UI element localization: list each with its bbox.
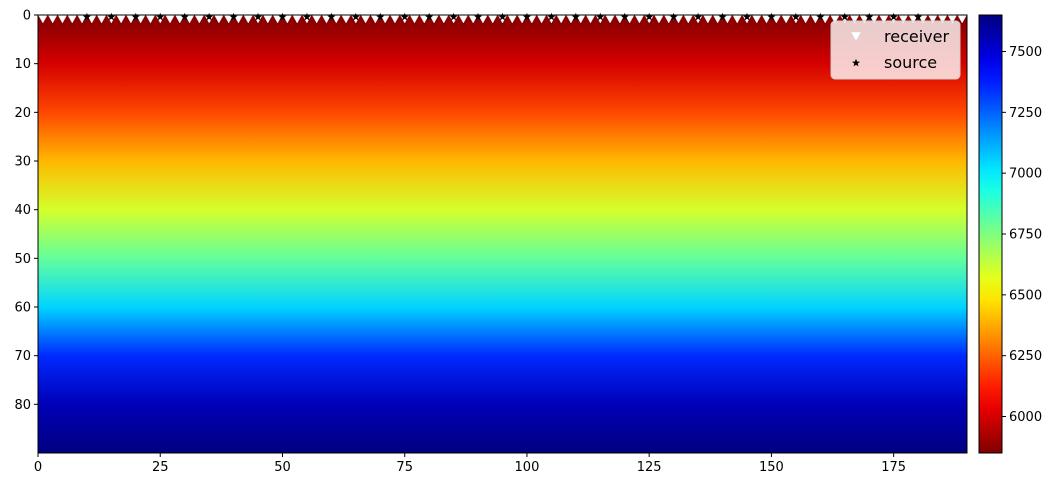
source-marker: [156, 12, 165, 21]
source-marker: [694, 12, 703, 21]
source-markers: [82, 12, 923, 21]
heatmap-field: [38, 15, 967, 453]
legend-receiver-marker: [850, 31, 862, 42]
x-tick-label: 100: [515, 460, 540, 475]
source-marker: [914, 12, 923, 21]
source-marker: [254, 12, 263, 21]
source-marker: [645, 12, 654, 21]
source-marker: [425, 12, 434, 21]
colorbar-tick-label: 7000: [1009, 167, 1042, 182]
source-marker: [865, 12, 874, 21]
source-marker: [400, 12, 409, 21]
source-marker: [180, 12, 189, 21]
source-marker: [107, 12, 116, 21]
y-tick-label: 20: [14, 106, 31, 121]
source-marker: [620, 12, 629, 21]
colorbar-tick-label: 7500: [1009, 45, 1042, 60]
source-marker: [449, 12, 458, 21]
plot-frame: [37, 14, 968, 454]
source-marker: [474, 12, 483, 21]
colorbar: [978, 14, 1003, 454]
x-tick-label: 0: [34, 460, 42, 475]
x-tick-label: 125: [637, 460, 662, 475]
source-marker: [498, 12, 507, 21]
source-marker: [718, 12, 727, 21]
source-marker: [351, 12, 360, 21]
legend: receiver source: [830, 20, 961, 80]
x-axis: 0 25 50 75 100 125 150 175: [34, 453, 906, 475]
y-tick-label: 80: [14, 398, 31, 413]
x-tick-label: 25: [152, 460, 169, 475]
y-tick-label: 0: [23, 9, 31, 24]
x-tick-label: 50: [274, 460, 291, 475]
colorbar-tick-label: 6250: [1009, 349, 1042, 364]
colorbar-tick-label: 6750: [1009, 228, 1042, 243]
source-marker: [889, 12, 898, 21]
source-marker: [82, 12, 91, 21]
source-marker: [131, 12, 140, 21]
x-tick-label: 175: [881, 460, 906, 475]
legend-receiver-label: receiver: [884, 27, 949, 46]
colorbar-tick-label: 6500: [1009, 288, 1042, 303]
source-marker: [376, 12, 385, 21]
source-marker: [816, 12, 825, 21]
colorbar-axis: 6000 6250 6500 6750 7000 7250 7500: [1002, 45, 1042, 425]
source-marker: [742, 12, 751, 21]
source-marker: [669, 12, 678, 21]
y-tick-label: 70: [14, 349, 31, 364]
legend-source-marker: [852, 58, 860, 67]
source-marker: [791, 12, 800, 21]
y-axis: 0 10 20 30 40 50 60 70 80: [14, 9, 38, 413]
y-tick-label: 50: [14, 252, 31, 267]
source-marker: [229, 12, 238, 21]
x-tick-label: 150: [759, 460, 784, 475]
x-tick-label: 75: [396, 460, 413, 475]
source-marker: [840, 12, 849, 21]
source-marker: [327, 12, 336, 21]
source-marker: [571, 12, 580, 21]
source-marker: [522, 12, 531, 21]
legend-box: [830, 20, 961, 80]
source-marker: [278, 12, 287, 21]
source-marker: [596, 12, 605, 21]
colorbar-tick-label: 6000: [1009, 410, 1042, 425]
colorbar-tick-label: 7250: [1009, 106, 1042, 121]
y-tick-label: 60: [14, 301, 31, 316]
y-tick-label: 10: [14, 57, 31, 72]
legend-source-label: source: [884, 53, 937, 72]
y-tick-label: 40: [14, 203, 31, 218]
y-tick-label: 30: [14, 155, 31, 170]
source-marker: [205, 12, 214, 21]
source-marker: [547, 12, 556, 21]
source-marker: [767, 12, 776, 21]
source-marker: [302, 12, 311, 21]
